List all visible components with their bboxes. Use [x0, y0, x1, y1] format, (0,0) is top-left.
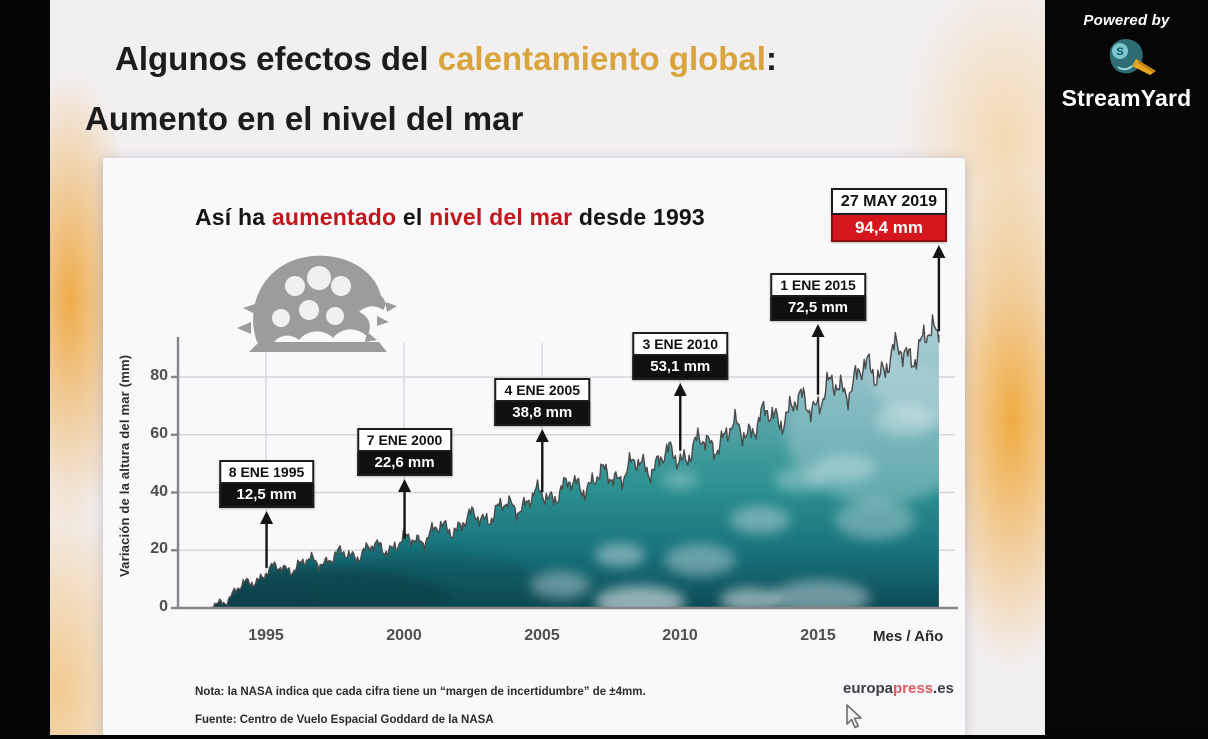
callout-date: 4 ENE 2005	[494, 378, 591, 402]
slide-title-suffix: :	[765, 40, 777, 77]
x-tick-label: 2015	[800, 627, 836, 644]
callout-date: 3 ENE 2010	[632, 332, 729, 356]
y-tick-label: 0	[159, 598, 168, 615]
svg-text:S: S	[1116, 46, 1123, 58]
y-tick-label: 60	[150, 424, 168, 442]
chart-source: Fuente: Centro de Vuelo Espacial Goddard…	[195, 714, 494, 726]
x-tick-label: 2005	[524, 627, 560, 644]
data-callout-4-ene-2005: 4 ENE 2005 38,8 mm	[494, 378, 591, 426]
callout-date: 1 ENE 2015	[770, 273, 866, 297]
callout-date: 27 MAY 2019	[830, 188, 947, 215]
callout-value: 22,6 mm	[356, 452, 453, 476]
callout-value: 94,4 mm	[830, 215, 947, 242]
streamyard-wordmark: StreamYard	[1061, 85, 1192, 111]
chart-title-part: Así ha	[195, 204, 272, 230]
chart-note: Nota: la NASA indica que cada cifra tien…	[195, 686, 646, 698]
streamyard-branding: Powered by S StreamYard	[1045, 0, 1208, 739]
great-wave-icon	[237, 255, 397, 352]
chart-title-accent: nivel del mar	[429, 204, 573, 230]
y-tick-label: 80	[150, 367, 168, 384]
callout-value: 38,8 mm	[494, 402, 591, 426]
slide-title-highlight: calentamiento global	[437, 40, 766, 77]
chart-title-part: el	[396, 204, 430, 230]
y-tick-label: 40	[150, 482, 168, 500]
slide-title-prefix: Algunos efectos del	[115, 40, 438, 77]
x-tick-label: 1995	[248, 627, 284, 644]
data-callout-27-may-2019: 27 MAY 2019 94,4 mm	[830, 188, 947, 242]
letterbox-bottom	[0, 735, 1208, 739]
mouse-cursor	[846, 704, 862, 729]
x-tick-label: 2000	[386, 627, 422, 644]
powered-by-label: Powered by	[1083, 12, 1170, 29]
europapress-logo-part: europa	[843, 680, 894, 697]
letterbox-left	[0, 0, 50, 739]
y-axis-title: Variación de la altura del mar (mm)	[117, 354, 132, 578]
chart-title-part: desde 1993	[572, 204, 705, 230]
europapress-logo: europapress.es	[843, 680, 954, 697]
callout-date: 7 ENE 2000	[356, 428, 453, 452]
x-axis-title: Mes / Año	[873, 628, 944, 645]
chart-panel: Así ha aumentado el nivel del mar desde …	[103, 158, 965, 735]
chart-title: Así ha aumentado el nivel del mar desde …	[195, 204, 705, 231]
europapress-logo-part: press	[893, 680, 934, 697]
data-callout-1-ene-2015: 1 ENE 2015 72,5 mm	[770, 273, 866, 321]
chart-title-accent: aumentado	[271, 204, 397, 230]
callout-date: 8 ENE 1995	[218, 460, 315, 484]
data-callout-3-ene-2010: 3 ENE 2010 53,1 mm	[632, 332, 729, 380]
data-callout-7-ene-2000: 7 ENE 2000 22,6 mm	[356, 428, 453, 476]
x-tick-label: 2010	[662, 627, 698, 644]
callout-value: 72,5 mm	[770, 297, 866, 321]
slide-title-line1: Algunos efectos del calentamiento global…	[115, 42, 777, 75]
y-tick-label: 20	[150, 540, 168, 558]
europapress-logo-part: .es	[933, 680, 954, 697]
streamyard-duck-icon: S	[1045, 33, 1208, 85]
slide-title-line2: Aumento en el nivel del mar	[85, 100, 524, 137]
data-callout-8-ene-1995: 8 ENE 1995 12,5 mm	[218, 460, 315, 508]
callout-value: 53,1 mm	[632, 356, 729, 380]
callout-value: 12,5 mm	[218, 484, 315, 508]
